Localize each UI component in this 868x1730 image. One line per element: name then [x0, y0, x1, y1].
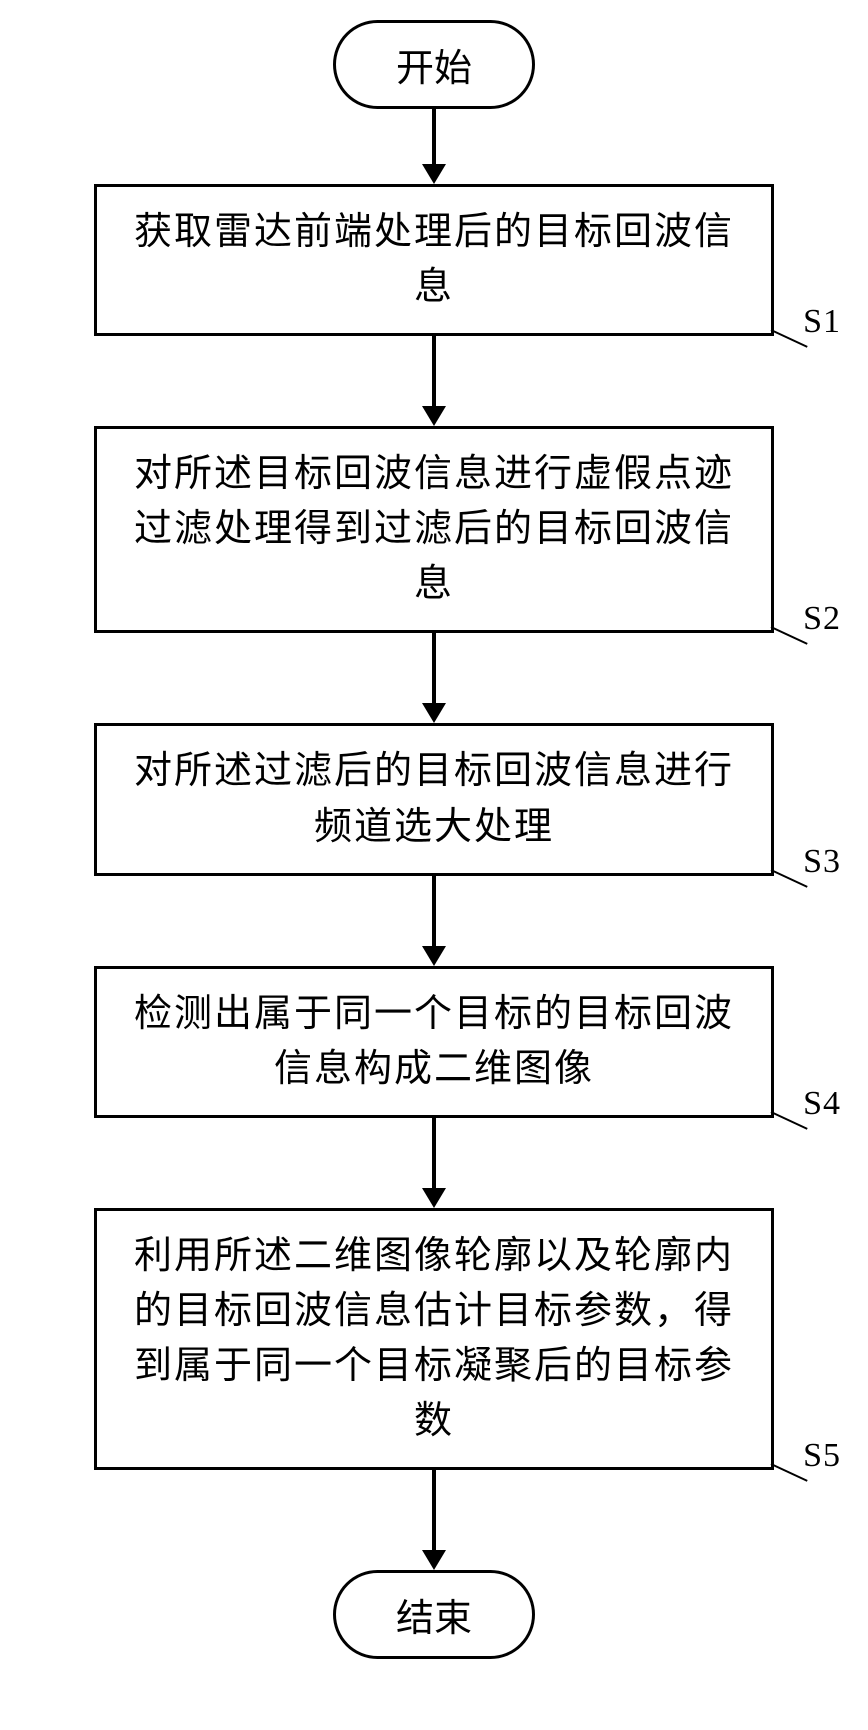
process-s1: 获取雷达前端处理后的目标回波信息 S1: [94, 184, 774, 336]
start-label: 开始: [396, 48, 472, 90]
step-label-s2: S2: [803, 600, 841, 638]
process-text: 对所述目标回波信息进行虚假点迹过滤处理得到过滤后的目标回波信息: [121, 447, 747, 612]
process-s5: 利用所述二维图像轮廓以及轮廓内的目标回波信息估计目标参数，得到属于同一个目标凝聚…: [94, 1208, 774, 1470]
arrow-s3-s4: [422, 876, 446, 966]
arrow-s2-s3: [422, 633, 446, 723]
arrow-s1-s2: [422, 336, 446, 426]
arrow-s5-end: [422, 1470, 446, 1570]
end-terminal: 结束: [333, 1570, 535, 1659]
process-text: 对所述过滤后的目标回波信息进行频道选大处理: [121, 744, 747, 854]
arrow-head-icon: [422, 946, 446, 966]
step-label-s3: S3: [803, 843, 841, 881]
arrow-line: [432, 109, 436, 164]
arrow-head-icon: [422, 406, 446, 426]
step-label-s4: S4: [803, 1085, 841, 1123]
process-s3: 对所述过滤后的目标回波信息进行频道选大处理 S3: [94, 723, 774, 875]
flowchart-container: 开始 获取雷达前端处理后的目标回波信息 S1 对所述目标回波信息进行虚假点迹过滤…: [94, 20, 774, 1659]
arrow-line: [432, 1118, 436, 1188]
end-label: 结束: [396, 1598, 472, 1640]
arrow-line: [432, 336, 436, 406]
arrow-head-icon: [422, 164, 446, 184]
arrow-line: [432, 876, 436, 946]
process-text: 获取雷达前端处理后的目标回波信息: [121, 205, 747, 315]
process-s2: 对所述目标回波信息进行虚假点迹过滤处理得到过滤后的目标回波信息 S2: [94, 426, 774, 633]
process-text: 检测出属于同一个目标的目标回波信息构成二维图像: [121, 987, 747, 1097]
process-s4: 检测出属于同一个目标的目标回波信息构成二维图像 S4: [94, 966, 774, 1118]
arrow-line: [432, 633, 436, 703]
step-label-s5: S5: [803, 1437, 841, 1475]
arrow-head-icon: [422, 703, 446, 723]
arrow-head-icon: [422, 1550, 446, 1570]
arrow-start-s1: [422, 109, 446, 184]
arrow-head-icon: [422, 1188, 446, 1208]
step-label-s1: S1: [803, 303, 841, 341]
arrow-s4-s5: [422, 1118, 446, 1208]
arrow-line: [432, 1470, 436, 1550]
start-terminal: 开始: [333, 20, 535, 109]
process-text: 利用所述二维图像轮廓以及轮廓内的目标回波信息估计目标参数，得到属于同一个目标凝聚…: [121, 1229, 747, 1449]
